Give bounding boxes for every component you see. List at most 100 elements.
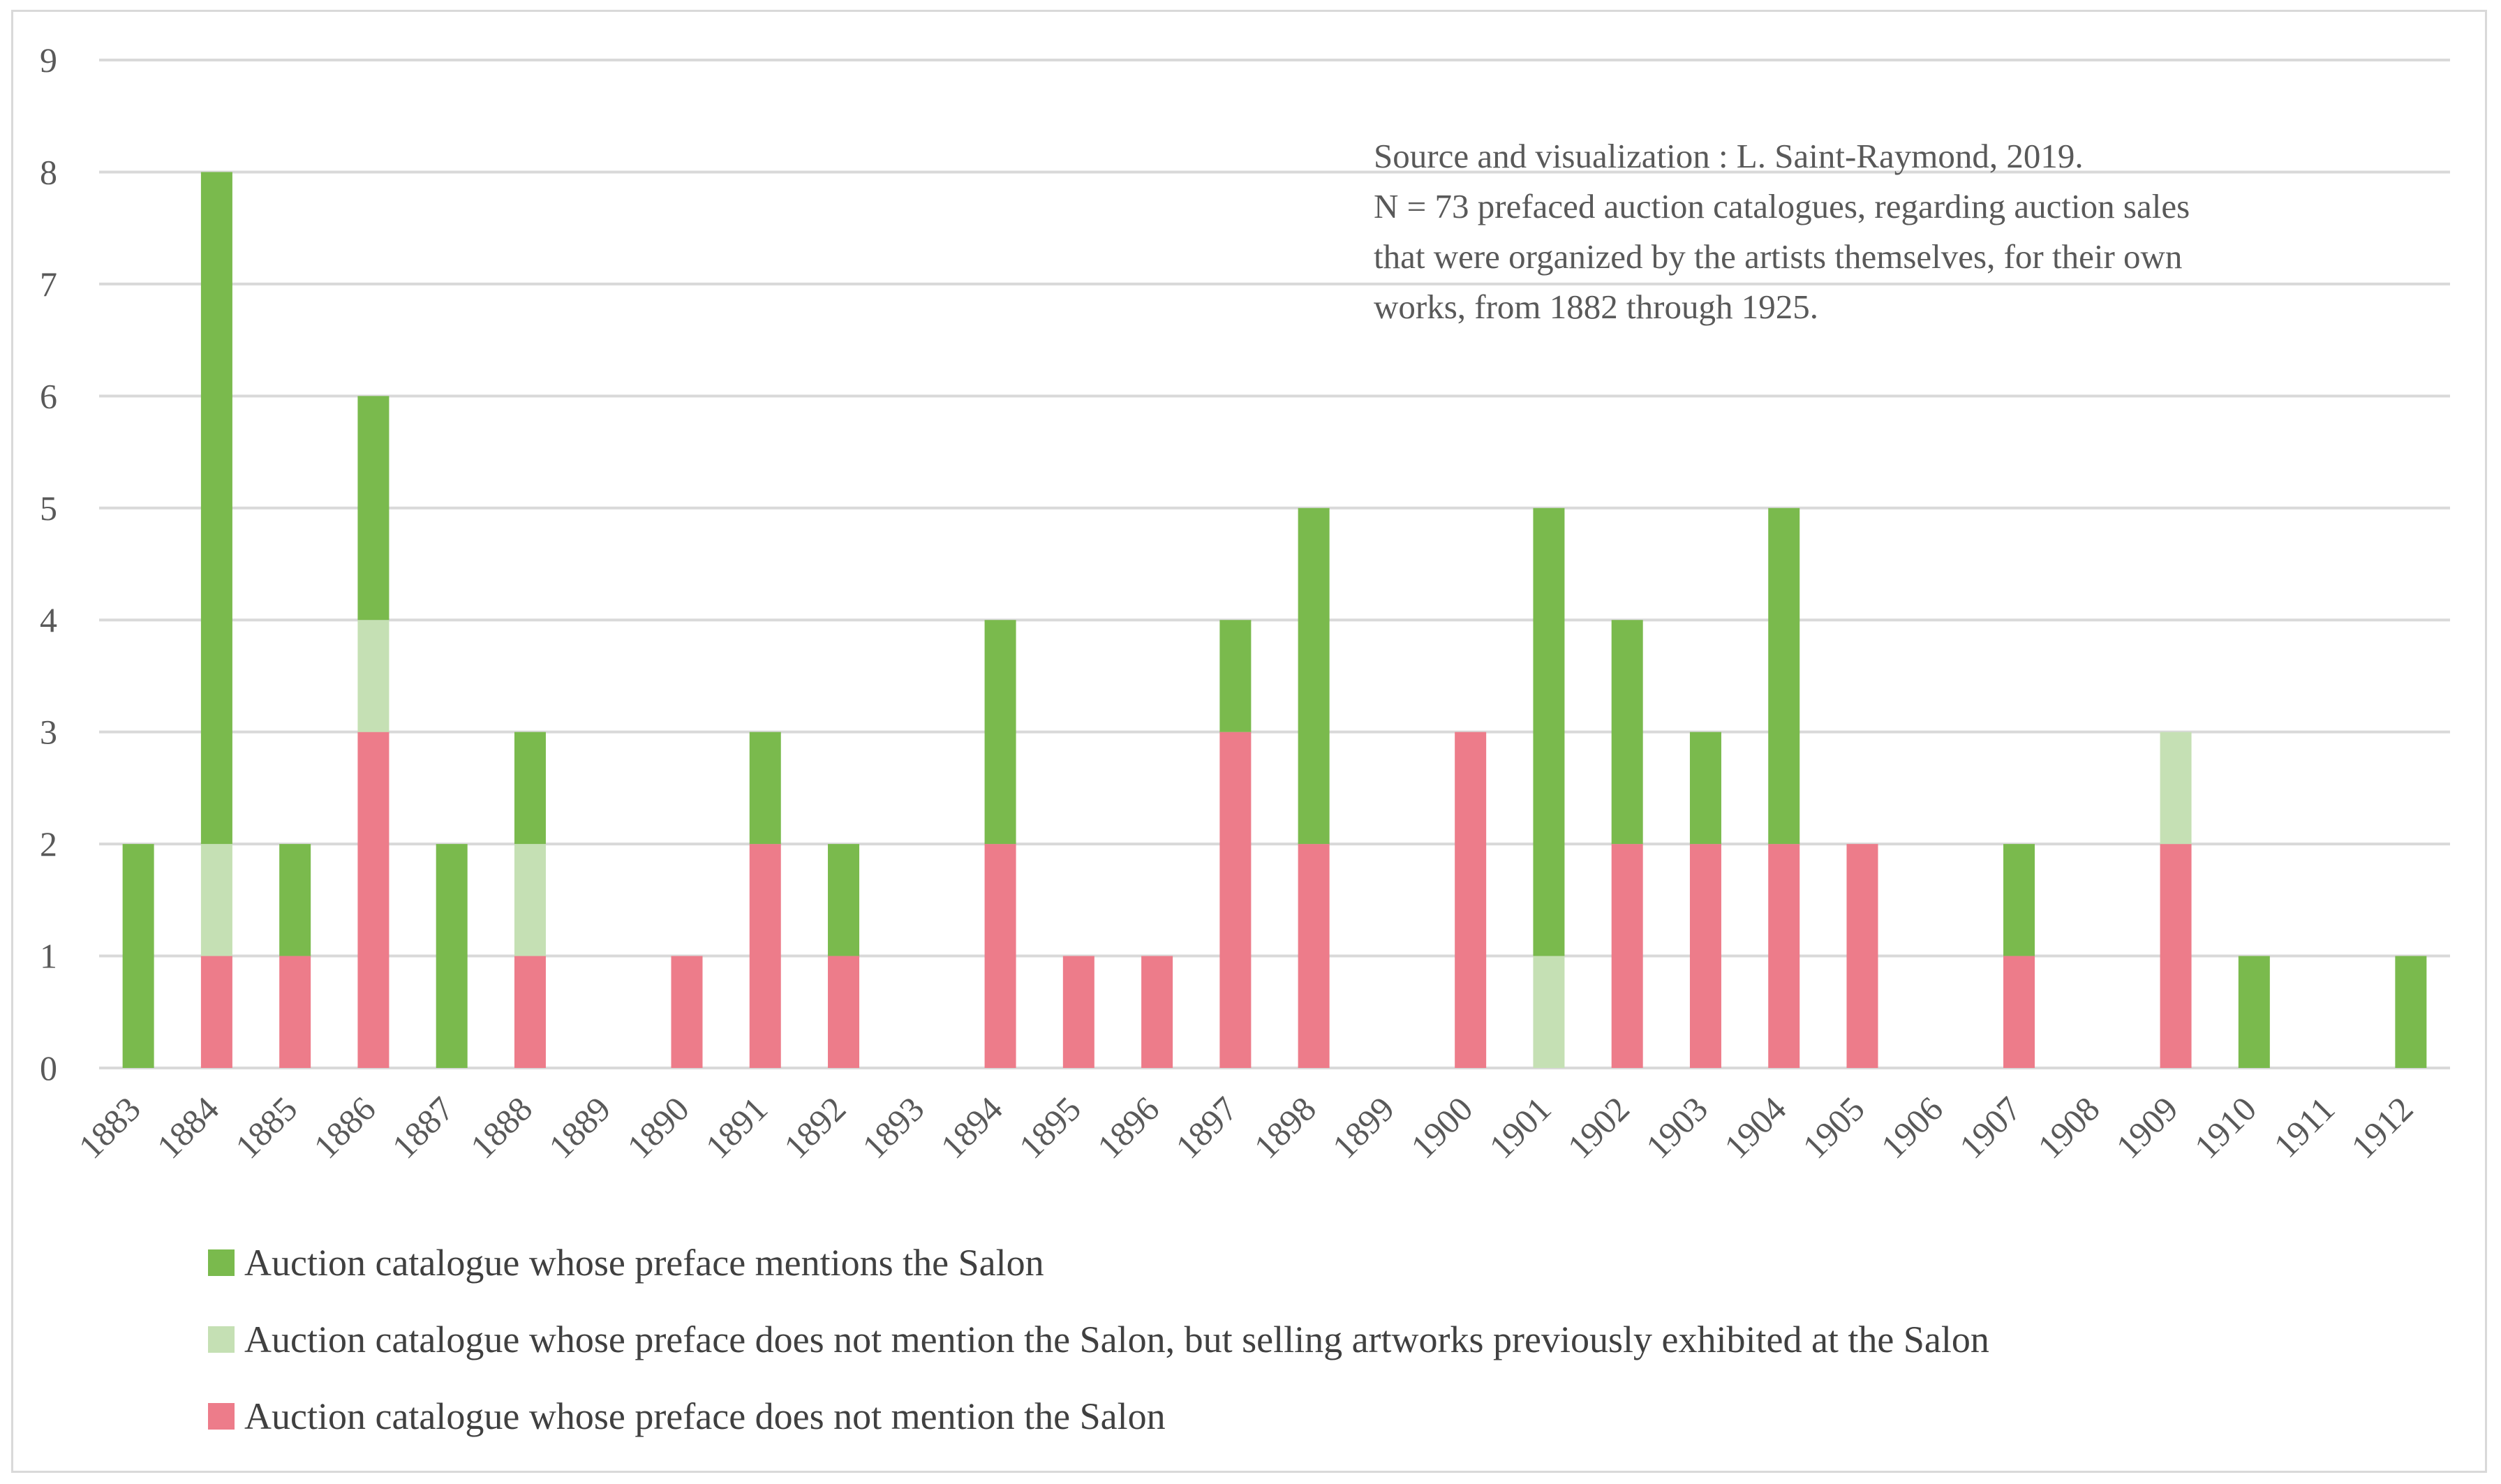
bar-1892-series-0	[828, 956, 860, 1068]
x-tick-label: 1892	[776, 1089, 853, 1166]
x-tick-label: 1905	[1795, 1089, 1871, 1166]
bar-1887-series-2	[436, 844, 468, 1068]
x-tick-label: 1895	[1011, 1089, 1088, 1166]
gridlines	[99, 59, 2450, 1069]
legend-item-exhibited-at-salon: Auction catalogue whose preface does not…	[208, 1301, 1989, 1378]
bar-1892-series-2	[828, 844, 860, 956]
bar-1909-series-0	[2160, 844, 2192, 1068]
y-tick-label: 2	[40, 824, 57, 863]
y-tick-label: 6	[40, 376, 57, 415]
annotation-line-4: works, from 1882 through 1925.	[1374, 288, 1818, 326]
bar-1903-series-2	[1689, 732, 1721, 845]
bar-1909-series-1	[2160, 732, 2192, 845]
bar-1885-series-0	[279, 956, 311, 1068]
y-tick-label: 0	[40, 1048, 57, 1088]
x-tick-label: 1890	[619, 1089, 696, 1166]
x-tick-label: 1894	[933, 1089, 1010, 1166]
x-tick-label: 1906	[1873, 1089, 1950, 1166]
x-tick-label: 1904	[1716, 1089, 1793, 1166]
bar-1912-series-2	[2395, 956, 2427, 1068]
x-tick-label: 1910	[2187, 1089, 2264, 1166]
x-tick-label: 1898	[1247, 1089, 1323, 1166]
legend-item-mentions-salon: Auction catalogue whose preface mentions…	[208, 1224, 1989, 1301]
y-axis-ticks: 0 1 2 3 4 5 6 7 8 9	[40, 40, 57, 1088]
bar-1894-series-0	[984, 844, 1016, 1068]
x-axis-ticks: 1883 1884 1885 1886 1887 1888 1889 1890 1891 1892…	[71, 1089, 2421, 1166]
legend-label: Auction catalogue whose preface does not…	[244, 1395, 1166, 1437]
bar-1885-series-2	[279, 844, 311, 956]
x-tick-label: 1899	[1325, 1089, 1402, 1166]
bar-1888-series-0	[514, 956, 546, 1068]
bar-1884-series-2	[200, 172, 232, 845]
y-tick-label: 4	[40, 600, 57, 639]
bar-1888-series-1	[514, 844, 546, 956]
bar-1902-series-0	[1611, 844, 1643, 1068]
x-tick-label: 1897	[1168, 1089, 1245, 1166]
bar-1894-series-2	[984, 620, 1016, 845]
bar-1898-series-0	[1298, 844, 1330, 1068]
bar-1891-series-0	[749, 844, 781, 1068]
x-tick-label: 1907	[1952, 1089, 2028, 1166]
x-tick-label: 1903	[1638, 1089, 1715, 1166]
bar-1907-series-2	[2003, 844, 2035, 956]
x-tick-label: 1887	[385, 1089, 461, 1166]
bar-1886-series-1	[357, 620, 389, 732]
annotation-line-2: N = 73 prefaced auction catalogues, rega…	[1374, 187, 2190, 225]
x-tick-label: 1911	[2266, 1089, 2342, 1165]
x-tick-label: 1886	[306, 1089, 383, 1166]
bar-1910-series-2	[2238, 956, 2270, 1068]
y-tick-label: 7	[40, 265, 57, 304]
bar-1884-series-0	[200, 956, 232, 1068]
y-tick-label: 3	[40, 713, 57, 752]
x-tick-label: 1893	[854, 1089, 931, 1166]
bar-1902-series-2	[1611, 620, 1643, 845]
x-tick-label: 1889	[541, 1089, 618, 1166]
x-tick-label: 1891	[698, 1089, 775, 1166]
bar-1900-series-0	[1455, 732, 1487, 1068]
y-tick-label: 8	[40, 152, 57, 191]
legend-item-no-salon: Auction catalogue whose preface does not…	[208, 1378, 1989, 1455]
y-tick-label: 9	[40, 40, 57, 80]
legend-swatch-pink	[208, 1403, 235, 1430]
bar-1903-series-0	[1689, 844, 1721, 1068]
bar-1886-series-2	[357, 396, 389, 621]
bar-1895-series-0	[1062, 956, 1094, 1068]
x-tick-label: 1896	[1090, 1089, 1166, 1166]
bar-1890-series-0	[671, 956, 703, 1068]
x-tick-label: 1884	[149, 1089, 226, 1166]
legend-swatch-dark-green	[208, 1249, 235, 1276]
legend-label: Auction catalogue whose preface does not…	[244, 1319, 1989, 1360]
x-tick-label: 1912	[2343, 1089, 2420, 1166]
y-tick-label: 5	[40, 489, 57, 528]
bar-1898-series-2	[1298, 507, 1330, 845]
bar-1901-series-1	[1533, 956, 1565, 1068]
bar-1904-series-2	[1768, 507, 1800, 845]
x-tick-label: 1900	[1403, 1089, 1480, 1166]
x-tick-label: 1883	[71, 1089, 148, 1166]
bars	[122, 172, 2427, 1068]
legend: Auction catalogue whose preface mentions…	[208, 1224, 1989, 1455]
annotation-line-3: that were organized by the artists thems…	[1374, 237, 2183, 276]
bar-1896-series-0	[1141, 956, 1173, 1068]
bar-1891-series-2	[749, 732, 781, 845]
bar-1901-series-2	[1533, 507, 1565, 956]
x-tick-label: 1909	[2109, 1089, 2185, 1166]
y-tick-label: 1	[40, 937, 57, 976]
x-tick-label: 1901	[1481, 1089, 1558, 1166]
legend-label: Auction catalogue whose preface mentions…	[244, 1242, 1044, 1284]
bar-1905-series-0	[1846, 844, 1878, 1068]
bar-1907-series-0	[2003, 956, 2035, 1068]
x-tick-label: 1888	[463, 1089, 540, 1166]
bar-1884-series-1	[200, 844, 232, 956]
x-tick-label: 1885	[228, 1089, 304, 1166]
bar-1883-series-2	[122, 844, 154, 1068]
x-tick-label: 1908	[2030, 1089, 2107, 1166]
bar-1897-series-0	[1219, 732, 1252, 1068]
legend-swatch-light-green	[208, 1326, 235, 1353]
source-annotation: Source and visualization : L. Saint-Raym…	[1374, 131, 2435, 332]
bar-1904-series-0	[1768, 844, 1800, 1068]
annotation-line-1: Source and visualization : L. Saint-Raym…	[1374, 137, 2084, 175]
x-tick-label: 1902	[1560, 1089, 1637, 1166]
bar-1888-series-2	[514, 732, 546, 845]
